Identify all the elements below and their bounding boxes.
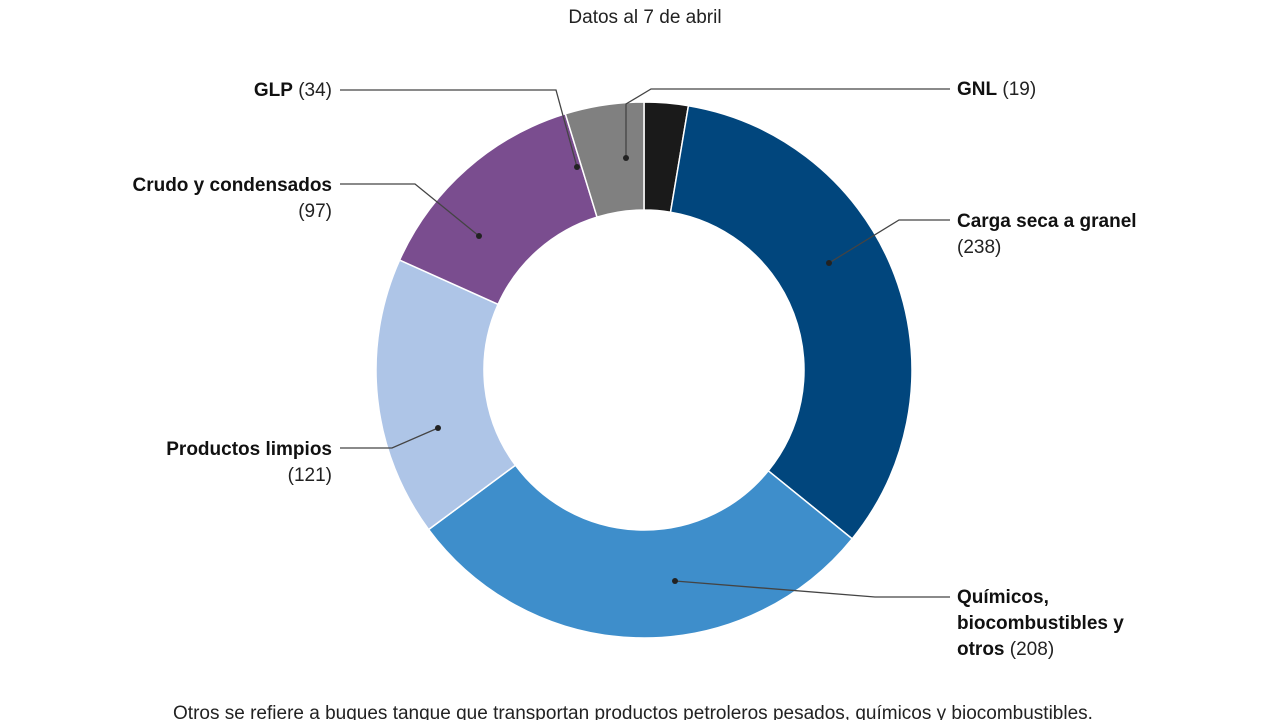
slice-quimicos-biocombustibles-y-otros bbox=[427, 464, 854, 639]
label-crudo-y-condensados: Crudo y condensados (97) bbox=[132, 175, 332, 222]
label-carga-seca-a-granel: Carga seca a granel (238) bbox=[957, 211, 1137, 258]
leader-line-carga-seca-a-granel bbox=[828, 219, 950, 264]
donut-slices bbox=[375, 101, 913, 639]
leader-line-gnl bbox=[625, 88, 950, 158]
leader-lines bbox=[340, 88, 950, 598]
leader-line-glp bbox=[340, 89, 578, 168]
leader-dot-quimicos-biocombustibles-y-otros bbox=[672, 578, 678, 584]
chart-subtitle: Datos al 7 de abril bbox=[568, 7, 721, 28]
label-quimicos-biocombustibles-y-otros: Químicos, biocombustibles y otros (208) bbox=[957, 587, 1124, 660]
label-productos-limpios: Productos limpios (121) bbox=[166, 439, 332, 486]
slice-carga-seca-a-granel bbox=[669, 104, 913, 540]
slice-glp bbox=[564, 101, 645, 218]
label-glp: GLP (34) bbox=[254, 80, 332, 101]
label-gnl: GNL (19) bbox=[957, 79, 1036, 100]
leader-line-quimicos-biocombustibles-y-otros bbox=[674, 580, 950, 598]
leader-dot-gnl bbox=[623, 155, 629, 161]
leader-line-productos-limpios bbox=[340, 427, 439, 449]
leader-dot-productos-limpios bbox=[435, 425, 441, 431]
leader-line-crudo-y-condensados bbox=[340, 183, 480, 237]
chart-footnote: Otros se refiere a buques tanque que tra… bbox=[173, 703, 1093, 720]
leader-dot-carga-seca-a-granel bbox=[826, 260, 832, 266]
slice-labels: GNL (19) Carga seca a granel (238) Químicos… bbox=[132, 79, 1136, 660]
leader-dot-crudo-y-condensados bbox=[476, 233, 482, 239]
leader-dot-glp bbox=[574, 164, 580, 170]
